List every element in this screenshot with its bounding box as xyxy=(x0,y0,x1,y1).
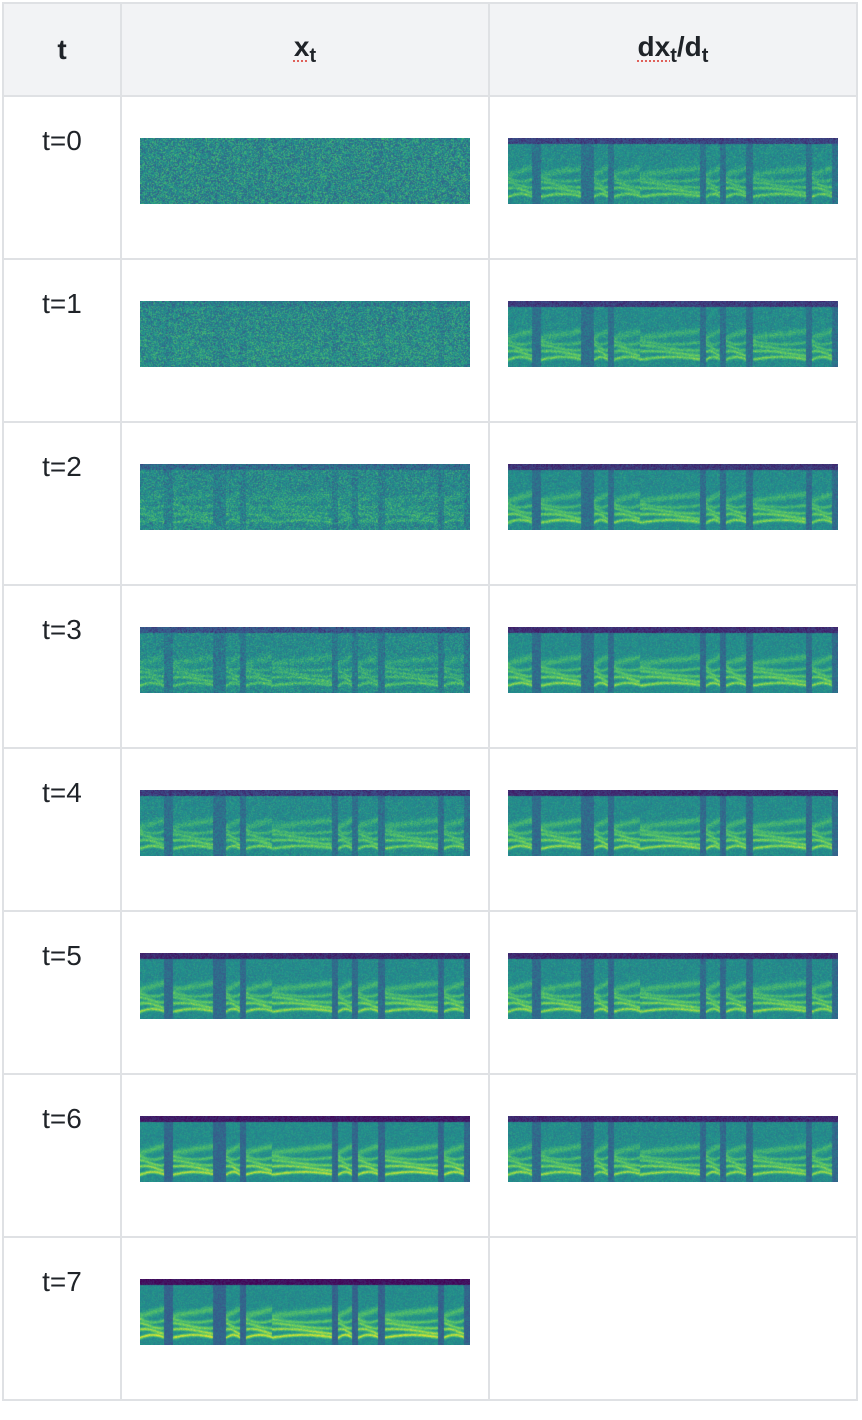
table-row: t=2 xyxy=(2,421,858,586)
xt-spectrogram xyxy=(140,790,470,856)
xt-spectrogram xyxy=(140,953,470,1019)
xt-cell xyxy=(120,747,490,912)
xt-spectrogram xyxy=(140,301,470,367)
xt-cell xyxy=(120,584,490,749)
table-row: t=5 xyxy=(2,910,858,1075)
dxdt-cell xyxy=(488,1236,858,1401)
table-row: t=3 xyxy=(2,584,858,749)
dxdt-spectrogram xyxy=(508,953,838,1019)
dxdt-spectrogram xyxy=(508,138,838,204)
dxdt-cell xyxy=(488,258,858,423)
header-dxdt: dxt/dt xyxy=(488,2,858,97)
timestep-label: t=0 xyxy=(2,95,122,260)
timestep-label: t=4 xyxy=(2,747,122,912)
xt-cell xyxy=(120,258,490,423)
timestep-label: t=6 xyxy=(2,1073,122,1238)
table-row: t=7 xyxy=(2,1236,858,1401)
xt-spectrogram xyxy=(140,138,470,204)
dxdt-cell xyxy=(488,910,858,1075)
dxdt-cell xyxy=(488,421,858,586)
timestep-label: t=1 xyxy=(2,258,122,423)
dxdt-spectrogram xyxy=(508,790,838,856)
dxdt-spectrogram xyxy=(508,464,838,530)
xt-spectrogram xyxy=(140,464,470,530)
table-row: t=1 xyxy=(2,258,858,423)
timestep-label: t=7 xyxy=(2,1236,122,1401)
dxdt-cell xyxy=(488,1073,858,1238)
xt-label: xt xyxy=(293,31,317,67)
header-row: t xt dxt/dt xyxy=(2,2,858,97)
table-row: t=6 xyxy=(2,1073,858,1238)
xt-cell xyxy=(120,910,490,1075)
dxdt-cell xyxy=(488,747,858,912)
xt-spectrogram xyxy=(140,1116,470,1182)
spectrogram-table: t xt dxt/dt t=0 t=1 t=2 t=3 t=4 t=5 t=6 t=7 xyxy=(2,2,858,1401)
dxdt-spectrogram xyxy=(508,301,838,367)
xt-cell xyxy=(120,1236,490,1401)
xt-cell xyxy=(120,1073,490,1238)
timestep-label: t=5 xyxy=(2,910,122,1075)
dxt-label: dxt xyxy=(637,31,677,67)
dxdt-cell xyxy=(488,95,858,260)
xt-spectrogram xyxy=(140,627,470,693)
dxdt-cell xyxy=(488,584,858,749)
dxdt-spectrogram xyxy=(508,627,838,693)
table-row: t=0 xyxy=(2,95,858,260)
header-xt: xt xyxy=(120,2,490,97)
xt-spectrogram xyxy=(140,1279,470,1345)
table-row: t=4 xyxy=(2,747,858,912)
xt-cell xyxy=(120,95,490,260)
timestep-label: t=3 xyxy=(2,584,122,749)
timestep-label: t=2 xyxy=(2,421,122,586)
xt-cell xyxy=(120,421,490,586)
dxdt-spectrogram xyxy=(508,1116,838,1182)
header-t: t xyxy=(2,2,122,97)
